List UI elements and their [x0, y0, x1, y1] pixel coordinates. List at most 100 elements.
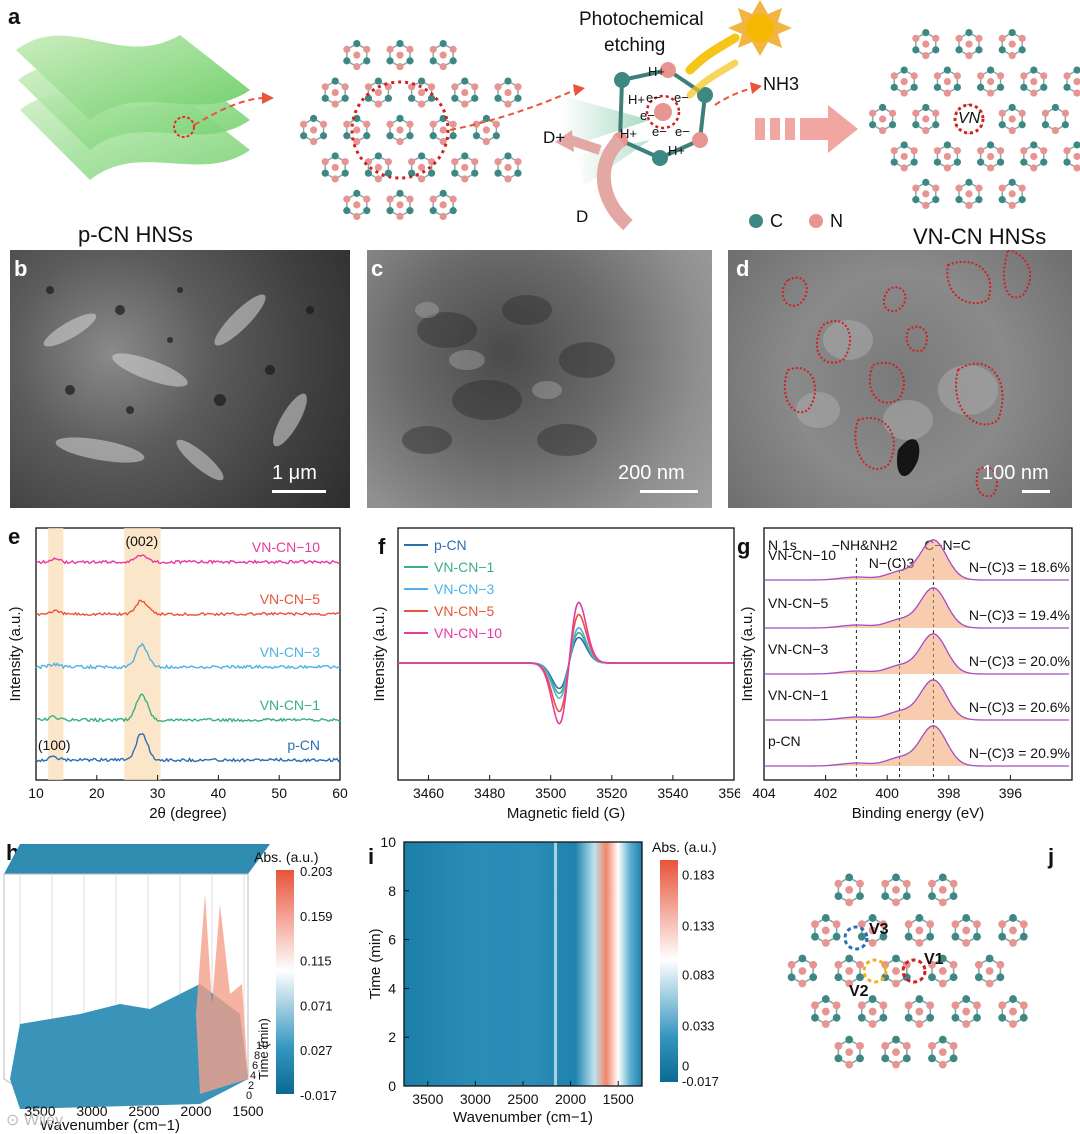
- nitrogen-atom: [439, 212, 447, 220]
- scale-text-c: 200 nm: [618, 462, 685, 484]
- carbon-atom: [868, 995, 877, 1003]
- colorbar-title: Abs. (a.u.): [652, 839, 717, 855]
- x-tick-label: 396: [999, 785, 1023, 801]
- x-tick-label: 3480: [474, 785, 505, 801]
- nitrogen-atom: [482, 137, 490, 146]
- carbon-atom: [1030, 141, 1038, 149]
- colorbar-tick-label: -0.017: [300, 1088, 337, 1103]
- nitrogen-atom: [363, 45, 371, 53]
- nitrogen-atom: [962, 939, 971, 947]
- nitrogen-atom: [1008, 52, 1016, 60]
- carbon-atom: [951, 932, 960, 941]
- d-label: D: [576, 207, 589, 226]
- nitrogen-atom: [353, 126, 361, 134]
- carbon-atom: [998, 1013, 1007, 1022]
- carbon-atom: [996, 158, 1005, 166]
- nitrogen-atom: [439, 51, 447, 59]
- nitrogen-atom: [845, 898, 854, 907]
- plot-frame: [397, 527, 735, 781]
- nitrogen-atom: [996, 72, 1005, 80]
- carbon-atom: [996, 973, 1005, 982]
- carbon-atom: [821, 914, 830, 922]
- carbon-atom: [1020, 83, 1028, 91]
- nitrogen-atom: [832, 920, 841, 929]
- carbon-atom: [857, 932, 866, 941]
- nitrogen-atom: [331, 175, 339, 183]
- carbon-atom: [832, 932, 841, 941]
- nitrogen-atom: [809, 960, 818, 969]
- carbon-atom: [471, 94, 479, 102]
- nitrogen-atom: [987, 164, 995, 172]
- watermark: ⊙ Wiley: [6, 1112, 63, 1129]
- nitrogen-atom: [832, 1001, 841, 1010]
- nitrogen-atom: [471, 83, 479, 91]
- carbon-atom: [879, 932, 888, 941]
- carbon-atom: [353, 114, 361, 123]
- carbon-atom: [928, 973, 936, 982]
- x-tick-label: 10: [28, 785, 44, 801]
- xrd-chart-e: 10 20 30 40 50 60 2θ (degree) Intensity (a.u.) V…: [7, 527, 348, 822]
- nitrogen-atom: [955, 34, 963, 42]
- nitrogen-atom: [868, 1020, 877, 1028]
- carbon-atom: [915, 914, 924, 922]
- e-minus-label-3: e−: [640, 108, 655, 123]
- carbon-atom: [1051, 103, 1059, 112]
- carbon-atom: [949, 973, 958, 982]
- nitrogen-atom: [1041, 109, 1050, 117]
- nitrogen-atom: [396, 126, 404, 134]
- nitrogen-atom: [331, 100, 339, 108]
- series-label: p-CN: [768, 733, 801, 749]
- fraction-label: N−(C)3 = 19.4%: [969, 607, 1070, 623]
- x-tick-label: 3000: [460, 1091, 491, 1107]
- scale-text-b: 1 μm: [272, 462, 317, 484]
- nitrogen-atom: [396, 63, 404, 71]
- nitrogen-atom: [406, 120, 414, 128]
- carbon-atom: [1041, 121, 1050, 129]
- series-line-2: [764, 633, 1069, 675]
- carbon-atom: [928, 892, 936, 901]
- nitrogen-atom: [998, 184, 1006, 192]
- nitrogen-atom: [396, 51, 404, 59]
- x-tick-label: 30: [150, 785, 166, 801]
- nitrogen-atom: [985, 967, 994, 975]
- carbon-atom: [1009, 995, 1017, 1003]
- y-tick-label: 10: [380, 834, 396, 850]
- carbon-atom: [1008, 103, 1016, 112]
- carbon-atom: [514, 94, 522, 102]
- carbon-atom: [429, 57, 437, 65]
- nitrogen-atom: [890, 147, 898, 155]
- carbon-atom: [845, 954, 854, 963]
- carbon-atom: [461, 77, 469, 85]
- nitrogen-atom: [364, 83, 373, 91]
- carbon-atom: [856, 1054, 864, 1063]
- nitrogen-atom: [363, 120, 371, 128]
- carbon-atom: [955, 46, 963, 54]
- nitrogen-atom: [482, 126, 490, 134]
- highlight-band-002: [124, 528, 161, 780]
- nitrogen-atom: [881, 1041, 890, 1050]
- carbon-atom: [343, 57, 351, 65]
- y-tick-label: 0: [388, 1078, 396, 1094]
- series-line-4: [764, 725, 1069, 767]
- carbon-atom: [341, 94, 349, 102]
- carbon-atom: [331, 152, 339, 160]
- nitrogen-atom: [953, 147, 961, 155]
- x-tick-label: 1500: [232, 1103, 263, 1119]
- carbon-atom: [922, 178, 930, 186]
- x-tick-label: 404: [752, 785, 776, 801]
- carbon-atom: [1009, 914, 1017, 922]
- nitrogen-atom: [845, 979, 854, 988]
- colorbar: [660, 860, 678, 1082]
- carbon-atom: [429, 132, 437, 140]
- carbon-atom: [1008, 28, 1016, 37]
- z-tick-label: 6: [252, 1060, 258, 1072]
- carbon-atom: [363, 207, 371, 215]
- nitrogen-atom: [912, 34, 920, 42]
- carbon-atom: [977, 83, 985, 91]
- colorbar: [276, 870, 294, 1094]
- fit-area: [764, 539, 1072, 580]
- carbon-atom: [514, 169, 522, 177]
- nitrogen-atom: [965, 190, 973, 198]
- fit-area: [764, 679, 1072, 720]
- series-label: VN-CN−3: [260, 644, 321, 660]
